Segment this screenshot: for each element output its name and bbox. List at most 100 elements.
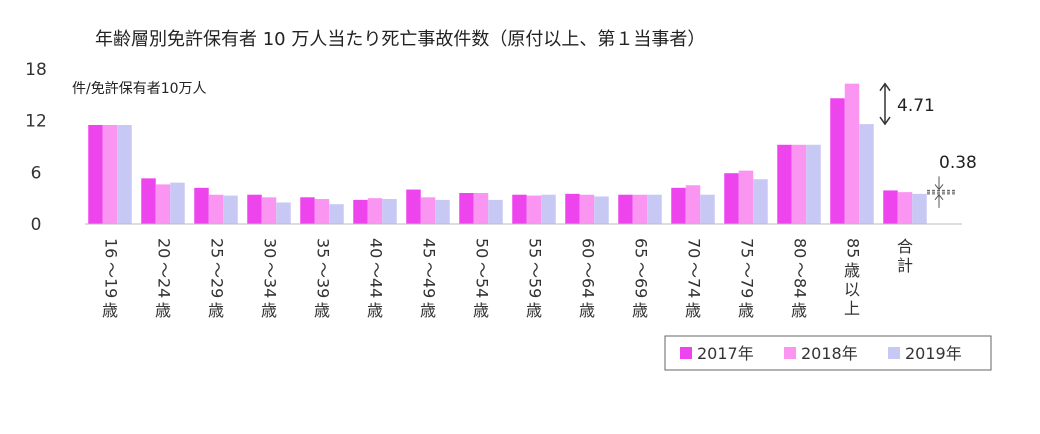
svg-text:60: 60 — [579, 238, 598, 258]
svg-text:29: 29 — [208, 278, 227, 298]
category-label: 85 歳以上 — [844, 238, 863, 318]
legend-swatch — [680, 347, 692, 359]
y-tick-label: 18 — [25, 60, 47, 80]
svg-text:～: ～ — [526, 262, 545, 278]
svg-text:40: 40 — [367, 238, 386, 258]
y-axis-label: 件/免許保有者10万人 — [72, 81, 207, 97]
category-label: 55 ～59 歳 — [526, 238, 545, 320]
svg-text:69: 69 — [632, 278, 651, 298]
small-arrow-head — [934, 184, 944, 191]
svg-text:64: 64 — [579, 278, 598, 298]
svg-text:～: ～ — [473, 262, 492, 278]
svg-text:20: 20 — [155, 238, 174, 258]
svg-text:50: 50 — [473, 238, 492, 258]
annotations: 4.71 0.38 — [879, 82, 977, 208]
bar — [753, 179, 768, 224]
y-tick-label: 12 — [25, 112, 47, 132]
bar — [724, 173, 739, 224]
svg-text:歳: 歳 — [420, 301, 436, 320]
svg-text:74: 74 — [685, 278, 704, 298]
svg-text:計: 計 — [897, 256, 913, 275]
svg-text:35: 35 — [314, 238, 333, 258]
bar — [367, 198, 383, 224]
svg-text:65: 65 — [632, 238, 651, 258]
bar — [685, 185, 701, 224]
bar — [88, 124, 103, 224]
bar — [435, 199, 450, 224]
svg-text:44: 44 — [367, 278, 386, 298]
category-label: 80 ～84 歳 — [791, 238, 810, 320]
svg-text:～: ～ — [420, 262, 439, 278]
bar — [671, 187, 686, 224]
annotation-label: 4.71 — [897, 96, 935, 116]
small-arrow-head — [934, 194, 944, 201]
category-label: 70 ～74 歳 — [685, 238, 704, 320]
bar — [314, 199, 330, 224]
category-label: 20 ～24 歳 — [155, 238, 174, 320]
svg-text:～: ～ — [685, 262, 704, 278]
bar — [208, 194, 224, 224]
svg-text:～: ～ — [314, 262, 333, 278]
svg-text:25: 25 — [208, 238, 227, 258]
svg-text:歳: 歳 — [791, 301, 807, 320]
svg-text:歳: 歳 — [155, 301, 171, 320]
svg-text:16: 16 — [102, 238, 121, 258]
arrow-head-up — [879, 82, 891, 92]
svg-text:～: ～ — [367, 262, 386, 278]
y-tick-label: 0 — [31, 215, 42, 235]
bar — [155, 184, 171, 224]
svg-text:歳: 歳 — [261, 301, 277, 320]
bar — [512, 194, 527, 224]
bar — [102, 124, 118, 224]
y-axis-ticks: 0 6 12 18 — [25, 60, 47, 235]
svg-text:歳: 歳 — [526, 301, 542, 320]
svg-text:歳: 歳 — [844, 261, 860, 280]
svg-text:～: ～ — [155, 262, 174, 278]
bar — [276, 202, 291, 224]
bar — [488, 199, 503, 224]
bar — [844, 83, 860, 224]
category-label: 25 ～29 歳 — [208, 238, 227, 320]
svg-text:80: 80 — [791, 238, 810, 258]
bar — [579, 194, 595, 224]
svg-text:45: 45 — [420, 238, 439, 258]
svg-text:歳: 歳 — [685, 301, 701, 320]
svg-text:59: 59 — [526, 278, 545, 298]
svg-text:～: ～ — [791, 262, 810, 278]
bar — [382, 199, 397, 224]
svg-text:84: 84 — [791, 278, 810, 298]
svg-text:24: 24 — [155, 278, 174, 298]
category-label: 40 ～44 歳 — [367, 238, 386, 320]
y-tick-label: 6 — [31, 163, 42, 183]
bar — [170, 182, 185, 224]
bar — [830, 98, 845, 224]
arrow-head-down — [879, 116, 891, 126]
bar — [526, 195, 542, 224]
annotation-label: 0.38 — [939, 153, 977, 173]
bar — [700, 194, 715, 224]
bar — [859, 124, 874, 224]
category-label: 16 ～19 歳 — [102, 238, 121, 320]
bar — [738, 170, 754, 224]
svg-text:55: 55 — [526, 238, 545, 258]
legend-label: 2017年 — [697, 344, 754, 363]
bar — [300, 197, 315, 224]
svg-text:以: 以 — [844, 280, 860, 299]
category-labels: 16～19歳20～24歳25～29歳30～34歳35～39歳40～44歳45～4… — [102, 237, 914, 320]
category-label: 50 ～54 歳 — [473, 238, 492, 320]
category-label: 30 ～34 歳 — [261, 238, 280, 320]
svg-text:歳: 歳 — [738, 301, 754, 320]
svg-text:歳: 歳 — [579, 301, 595, 320]
svg-text:39: 39 — [314, 278, 333, 298]
svg-text:49: 49 — [420, 278, 439, 298]
svg-text:～: ～ — [738, 262, 757, 278]
bar — [329, 204, 344, 224]
svg-text:歳: 歳 — [632, 301, 648, 320]
svg-text:～: ～ — [632, 262, 651, 278]
svg-text:～: ～ — [579, 262, 598, 278]
legend-label: 2018年 — [801, 344, 858, 363]
svg-text:34: 34 — [261, 278, 280, 298]
svg-text:70: 70 — [685, 238, 704, 258]
svg-text:歳: 歳 — [102, 301, 118, 320]
